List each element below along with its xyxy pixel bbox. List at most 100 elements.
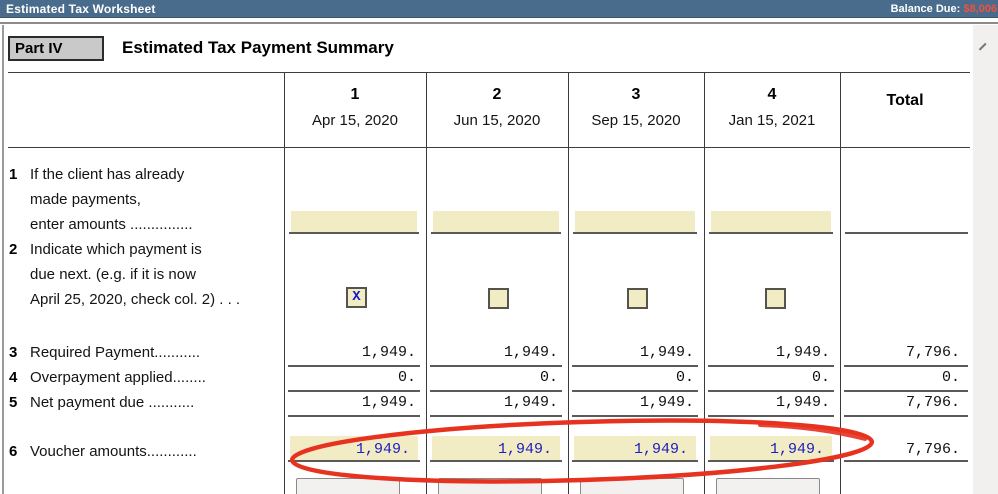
voucher-quickzoom-button-q3[interactable] <box>580 478 684 494</box>
overpayment-applied-total: 0. <box>941 369 960 386</box>
voucher-amount-field-q1[interactable]: 1,949. <box>290 436 418 460</box>
value-underline <box>572 415 698 417</box>
payment-due-checkbox-3[interactable] <box>627 288 648 309</box>
col-4-number: 4 <box>767 86 777 103</box>
value-underline <box>708 365 834 367</box>
payments-made-input-q3[interactable] <box>575 211 695 232</box>
column-divider <box>426 72 427 494</box>
value-underline <box>288 415 420 417</box>
row-5-label: Net payment due ........... <box>30 394 195 411</box>
payment-due-checkbox-2[interactable] <box>488 288 509 309</box>
voucher-amount-q2: 1,949. <box>497 441 552 458</box>
row-4-label: Overpayment applied........ <box>30 369 206 386</box>
payment-due-checkbox-4[interactable] <box>765 288 786 309</box>
required-payment-q3: 1,949. <box>639 344 694 361</box>
window-left-border <box>2 25 4 494</box>
value-underline <box>844 460 968 462</box>
row-1-label-line-1: If the client has already <box>30 166 185 183</box>
value-underline <box>288 460 420 462</box>
entry-underline <box>573 232 697 234</box>
required-payment-q4: 1,949. <box>775 344 830 361</box>
window-title: Estimated Tax Worksheet <box>6 1 156 16</box>
value-underline <box>708 460 834 462</box>
entry-underline <box>709 232 833 234</box>
voucher-amount-field-q4[interactable]: 1,949. <box>710 436 832 460</box>
required-payment-q1: 1,949. <box>361 344 416 361</box>
row-1-label-line-2: made payments, <box>30 191 141 208</box>
value-underline <box>708 390 834 392</box>
column-divider <box>840 72 841 494</box>
payments-made-input-q4[interactable] <box>711 211 831 232</box>
net-payment-due-q2: 1,949. <box>503 394 558 411</box>
row-3-number: 3 <box>9 344 18 361</box>
value-underline <box>844 365 968 367</box>
value-underline <box>430 390 562 392</box>
col-4-date: Jan 15, 2021 <box>728 112 816 129</box>
required-payment-q2: 1,949. <box>503 344 558 361</box>
voucher-amount-q1: 1,949. <box>355 441 410 458</box>
row-1-number: 1 <box>9 166 18 183</box>
net-payment-due-q3: 1,949. <box>639 394 694 411</box>
voucher-quickzoom-button-q2[interactable] <box>438 478 542 494</box>
voucher-amount-total: 7,796. <box>905 441 960 458</box>
value-underline <box>430 415 562 417</box>
part-iv-box: Part IV <box>8 36 104 61</box>
col-2-number: 2 <box>492 86 502 103</box>
overpayment-applied-q1: 0. <box>397 369 416 386</box>
col-3-date: Sep 15, 2020 <box>591 112 681 129</box>
divider <box>0 22 998 25</box>
balance-due-value: $8,006 <box>963 2 997 15</box>
balance-due-label: Balance Due: <box>890 2 961 15</box>
value-underline <box>572 460 698 462</box>
entry-underline <box>431 232 561 234</box>
header-bottom-border <box>8 147 970 148</box>
voucher-quickzoom-button-q1[interactable] <box>296 478 400 494</box>
row-5-number: 5 <box>9 394 18 411</box>
voucher-amount-field-q2[interactable]: 1,949. <box>432 436 560 460</box>
title-bar: Estimated Tax Worksheet Balance Due: $8,… <box>0 0 998 18</box>
balance-due: Balance Due: $8,006 <box>891 3 998 15</box>
column-divider <box>704 72 705 494</box>
row-1-label-line-3: enter amounts ............... <box>30 216 193 233</box>
col-1-date: Apr 15, 2020 <box>312 112 398 129</box>
column-divider <box>568 72 569 494</box>
col-3-number: 3 <box>631 86 641 103</box>
payments-made-input-q2[interactable] <box>433 211 559 232</box>
value-underline <box>708 415 834 417</box>
net-payment-due-q4: 1,949. <box>775 394 830 411</box>
table-top-border <box>8 72 970 73</box>
column-divider <box>284 72 285 494</box>
row-2-label-line-3: April 25, 2020, check col. 2) . . . <box>30 291 241 308</box>
row-6-number: 6 <box>9 443 18 460</box>
checkbox-x-mark: X <box>352 289 361 305</box>
entry-underline <box>845 232 968 234</box>
voucher-amount-q3: 1,949. <box>633 441 688 458</box>
voucher-quickzoom-button-q4[interactable] <box>716 478 820 494</box>
row-6-label: Voucher amounts............ <box>30 443 197 460</box>
payments-made-input-q1[interactable] <box>291 211 417 232</box>
value-underline <box>572 390 698 392</box>
col-1-number: 1 <box>350 86 360 103</box>
net-payment-due-total: 7,796. <box>905 394 960 411</box>
row-2-label-line-1: Indicate which payment is <box>30 241 202 258</box>
value-underline <box>572 365 698 367</box>
required-payment-total: 7,796. <box>905 344 960 361</box>
overpayment-applied-q3: 0. <box>675 369 694 386</box>
row-2-number: 2 <box>9 241 18 258</box>
row-4-number: 4 <box>9 369 18 386</box>
net-payment-due-q1: 1,949. <box>361 394 416 411</box>
voucher-amount-q4: 1,949. <box>769 441 824 458</box>
value-underline <box>288 390 420 392</box>
row-3-label: Required Payment........... <box>30 344 201 361</box>
page-title: Estimated Tax Payment Summary <box>122 38 394 57</box>
entry-underline <box>289 232 419 234</box>
col-2-date: Jun 15, 2020 <box>453 112 541 129</box>
scrollbar-track[interactable] <box>973 25 998 494</box>
value-underline <box>844 415 968 417</box>
payment-due-checkbox-1[interactable]: X <box>346 287 367 308</box>
overpayment-applied-q4: 0. <box>811 369 830 386</box>
voucher-amount-field-q3[interactable]: 1,949. <box>574 436 696 460</box>
value-underline <box>430 365 562 367</box>
value-underline <box>844 390 968 392</box>
